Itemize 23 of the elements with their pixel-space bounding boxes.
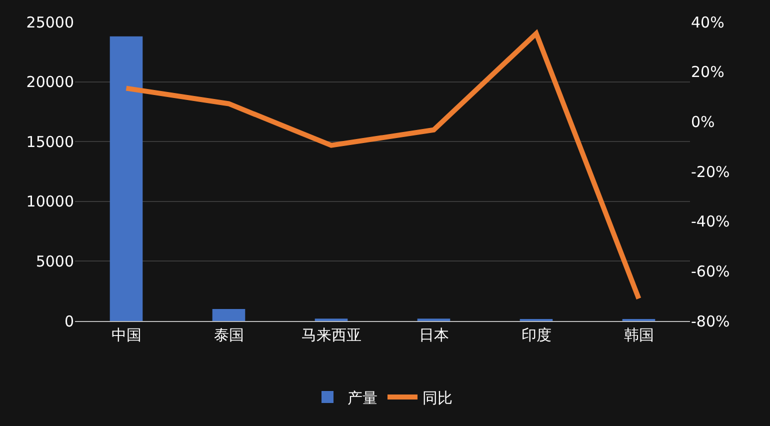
y2-tick-label: 40% xyxy=(691,13,724,32)
y2-tick-label: -40% xyxy=(691,212,730,231)
y-tick-label: 5000 xyxy=(36,252,74,270)
x-tick-label: 泰国 xyxy=(214,326,244,344)
x-tick-label: 韩国 xyxy=(624,326,654,344)
x-tick-label: 马来西亚 xyxy=(301,326,362,344)
y2-tick-label: 20% xyxy=(691,63,724,82)
x-tick-label: 印度 xyxy=(521,326,552,344)
legend-label: 同比 xyxy=(422,388,452,407)
bar xyxy=(212,309,246,321)
legend-label: 产量 xyxy=(348,388,378,407)
y-tick-label: 20000 xyxy=(26,73,74,92)
y2-tick-label: 0% xyxy=(691,112,715,131)
y2-tick-label: -20% xyxy=(691,162,730,181)
y-tick-label: 25000 xyxy=(26,13,74,32)
y2-tick-label: -60% xyxy=(691,262,730,280)
bar xyxy=(110,36,143,321)
y2-tick-label: -80% xyxy=(691,312,730,330)
x-tick-label: 中国 xyxy=(111,326,142,344)
y-tick-label: 15000 xyxy=(26,132,74,151)
x-tick-label: 日本 xyxy=(418,326,449,344)
y-tick-label: 10000 xyxy=(26,192,74,211)
y-tick-label: 0 xyxy=(64,312,74,330)
